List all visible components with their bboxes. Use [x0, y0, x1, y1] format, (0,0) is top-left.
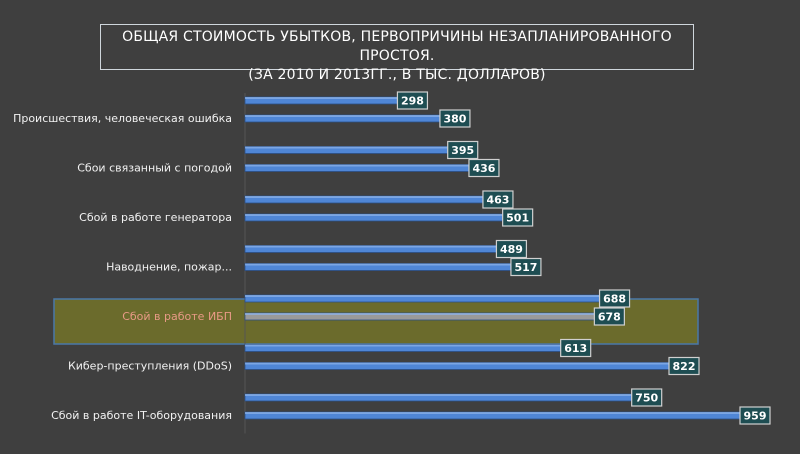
- category-label: Наводнение, пожар...: [106, 261, 232, 274]
- bar-highlight-edge: [245, 344, 563, 347]
- chart-title: ОБЩАЯ СТОИМОСТЬ УБЫТКОВ, ПЕРВОПРИЧИНЫ НЕ…: [100, 24, 694, 83]
- value-label-box: [560, 338, 592, 358]
- chart-title-line1: ОБЩАЯ СТОИМОСТЬ УБЫТКОВ, ПЕРВОПРИЧИНЫ НЕ…: [122, 29, 672, 64]
- value-label-box: [495, 239, 528, 259]
- bar-highlight-edge: [245, 295, 602, 297]
- value-label: 678: [598, 311, 621, 324]
- value-label-box: [439, 109, 471, 128]
- category-label: Сбой в работе IT-оборудования: [51, 409, 232, 422]
- value-label-box: [502, 208, 534, 227]
- bar-highlight-edge: [245, 313, 597, 315]
- bar-highlight-edge: [245, 362, 671, 365]
- chart-title-line2: (ЗА 2010 И 2013ГГ., В ТЫС. ДОЛЛАРОВ): [248, 67, 546, 83]
- category-label: Кибер-преступления (DDoS): [68, 360, 232, 373]
- bar-highlight-edge: [245, 164, 471, 167]
- value-label-box: [598, 289, 631, 308]
- value-label: 463: [486, 194, 509, 207]
- category-label: Сбои связанный с погодой: [77, 162, 232, 175]
- value-label: 436: [472, 162, 495, 175]
- value-label: 750: [635, 392, 658, 405]
- bar-highlight-edge: [245, 115, 442, 117]
- bar-highlight-edge: [245, 146, 450, 149]
- value-label-box: [668, 356, 700, 376]
- value-label: 489: [500, 243, 523, 256]
- category-label: Сбой в работе генератора: [79, 211, 232, 224]
- value-label-box: [739, 406, 771, 425]
- bar-highlight-edge: [245, 97, 400, 99]
- value-label: 501: [506, 212, 529, 225]
- bar-highlight-edge: [245, 214, 505, 216]
- value-label-box: [482, 190, 514, 209]
- category-label: Сбой в работе ИБП: [122, 310, 232, 323]
- value-label-box: [396, 91, 429, 110]
- bar-highlight-edge: [245, 263, 513, 266]
- bar-highlight-edge: [245, 196, 485, 198]
- value-label: 395: [451, 144, 474, 157]
- value-label: 298: [401, 95, 424, 108]
- value-label: 822: [673, 360, 696, 373]
- value-label-box: [510, 257, 542, 277]
- bar-highlight-edge: [245, 245, 499, 248]
- value-label: 959: [744, 410, 767, 423]
- category-label: Происшествия, человеческая ошибка: [13, 112, 232, 125]
- value-label-box: [468, 158, 500, 178]
- value-label: 613: [564, 342, 587, 355]
- value-label: 517: [514, 261, 537, 274]
- value-label: 688: [603, 293, 626, 306]
- value-label: 380: [443, 113, 466, 126]
- value-label-box: [631, 388, 663, 407]
- bar-highlight-edge: [245, 412, 742, 414]
- bar-highlight-edge: [245, 394, 634, 396]
- value-label-box: [447, 140, 479, 160]
- value-label-box: [593, 307, 625, 326]
